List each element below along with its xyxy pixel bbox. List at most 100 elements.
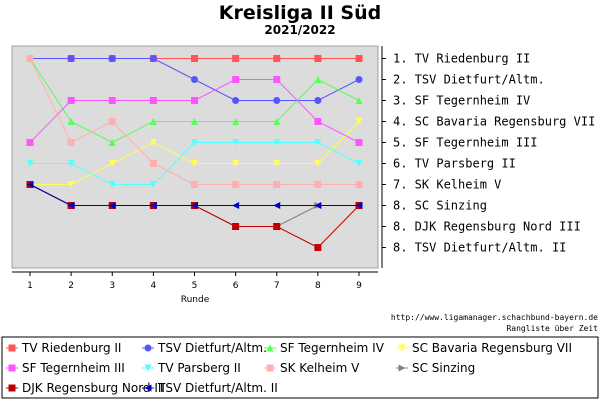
data-point bbox=[26, 160, 34, 167]
data-point bbox=[232, 223, 240, 230]
data-point bbox=[8, 384, 16, 392]
standing-label: 2. TSV Dietfurt/Altm. bbox=[393, 73, 545, 87]
data-point bbox=[232, 76, 240, 83]
data-point bbox=[108, 139, 116, 146]
data-point bbox=[273, 160, 281, 167]
data-point bbox=[314, 160, 322, 167]
x-tick-label: 4 bbox=[151, 281, 157, 291]
legend-label: SC Sinzing bbox=[412, 361, 475, 375]
data-point bbox=[355, 97, 363, 104]
data-point bbox=[273, 223, 281, 230]
standing-label: 6. TV Parsberg II bbox=[393, 157, 516, 171]
data-point bbox=[232, 118, 240, 125]
data-point bbox=[273, 118, 281, 125]
data-point bbox=[67, 118, 75, 125]
standing-label: 8. DJK Regensburg Nord III bbox=[393, 220, 581, 234]
data-point bbox=[232, 139, 240, 146]
data-point bbox=[144, 384, 152, 392]
data-point bbox=[355, 202, 363, 209]
series-3 bbox=[26, 118, 363, 188]
x-tick-label: 6 bbox=[233, 281, 239, 291]
standing-label: 7. SK Kelheim V bbox=[393, 178, 501, 192]
data-point bbox=[191, 118, 198, 125]
data-point bbox=[398, 344, 406, 352]
data-point bbox=[108, 97, 116, 104]
chart-title: Kreisliga II Süd bbox=[219, 2, 381, 24]
legend-label: SC Bavaria Regensburg VII bbox=[412, 341, 572, 355]
legend-item: TSV Dietfurt/Altm. bbox=[142, 341, 267, 355]
legend-item: SF Tegernheim III bbox=[6, 361, 125, 375]
legend-label: SF Tegernheim III bbox=[22, 361, 125, 375]
legend: TV Riedenburg II TSV Dietfurt/Altm. SF Teg… bbox=[6, 341, 572, 395]
data-point bbox=[8, 364, 16, 372]
data-point bbox=[26, 181, 34, 188]
data-point bbox=[149, 55, 157, 62]
x-tick-label: 5 bbox=[192, 281, 198, 291]
data-point bbox=[149, 181, 157, 188]
data-point bbox=[314, 118, 322, 125]
data-point bbox=[355, 118, 363, 125]
legend-label: TSV Dietfurt/Altm. II bbox=[157, 381, 278, 395]
x-axis: 1 2 3 4 5 6 7 8 9 bbox=[12, 271, 378, 291]
data-point bbox=[67, 55, 75, 62]
standing-label: 8. SC Sinzing bbox=[393, 199, 487, 213]
legend-label: SK Kelheim V bbox=[280, 361, 360, 375]
standing-label: 3. SF Tegernheim IV bbox=[393, 94, 530, 108]
legend-item: TV Parsberg II bbox=[142, 361, 241, 375]
legend-item: TSV Dietfurt/Altm. II bbox=[142, 381, 278, 395]
data-point bbox=[314, 202, 322, 209]
x-tick-label: 1 bbox=[27, 281, 33, 291]
x-tick-label: 9 bbox=[356, 281, 362, 291]
data-point bbox=[149, 202, 157, 209]
data-point bbox=[149, 97, 157, 104]
x-tick-label: 2 bbox=[68, 281, 74, 291]
series-4 bbox=[26, 76, 363, 146]
data-point bbox=[355, 139, 363, 146]
legend-item: SC Sinzing bbox=[396, 361, 475, 375]
data-point bbox=[273, 181, 281, 188]
data-point bbox=[314, 139, 322, 146]
series-5 bbox=[26, 139, 363, 188]
ranking-over-time-link[interactable]: Rangliste über Zeit bbox=[506, 324, 598, 333]
data-point bbox=[191, 160, 198, 167]
data-point bbox=[191, 202, 198, 209]
data-point bbox=[67, 139, 75, 146]
data-point bbox=[273, 55, 281, 62]
data-point bbox=[108, 160, 116, 167]
source-url: http://www.ligamanager.schachbund-bayern… bbox=[391, 313, 598, 322]
standings-labels: 1. TV Riedenburg II 2. TSV Dietfurt/Altm.… bbox=[393, 52, 595, 255]
data-point bbox=[67, 160, 75, 167]
data-point bbox=[232, 55, 240, 62]
data-point bbox=[232, 181, 240, 188]
data-point bbox=[355, 55, 363, 62]
data-point bbox=[67, 181, 75, 188]
data-point bbox=[273, 97, 281, 104]
data-point bbox=[398, 364, 406, 372]
legend-item: SF Tegernheim IV bbox=[264, 341, 385, 355]
data-point bbox=[232, 202, 240, 209]
legend-box bbox=[1, 336, 599, 399]
legend-item: SK Kelheim V bbox=[264, 361, 360, 375]
data-point bbox=[191, 55, 198, 62]
x-tick-label: 3 bbox=[109, 281, 115, 291]
x-tick-label: 8 bbox=[315, 281, 321, 291]
data-point bbox=[191, 139, 198, 146]
series-layer bbox=[26, 55, 363, 251]
legend-item: DJK Regensburg Nord III bbox=[6, 381, 165, 395]
data-point bbox=[355, 181, 363, 188]
standing-label: 8. TSV Dietfurt/Altm. II bbox=[393, 241, 566, 255]
data-point bbox=[26, 55, 34, 62]
data-point bbox=[314, 244, 322, 251]
legend-item: SC Bavaria Regensburg VII bbox=[396, 341, 572, 355]
data-point bbox=[149, 118, 157, 125]
legend-label: DJK Regensburg Nord III bbox=[22, 381, 165, 395]
series-6 bbox=[26, 55, 363, 188]
data-point bbox=[314, 76, 322, 83]
data-point bbox=[273, 76, 281, 83]
data-point bbox=[8, 344, 16, 352]
data-point bbox=[232, 160, 240, 167]
series-9 bbox=[26, 181, 363, 209]
data-point bbox=[232, 97, 240, 104]
data-point bbox=[314, 55, 322, 62]
